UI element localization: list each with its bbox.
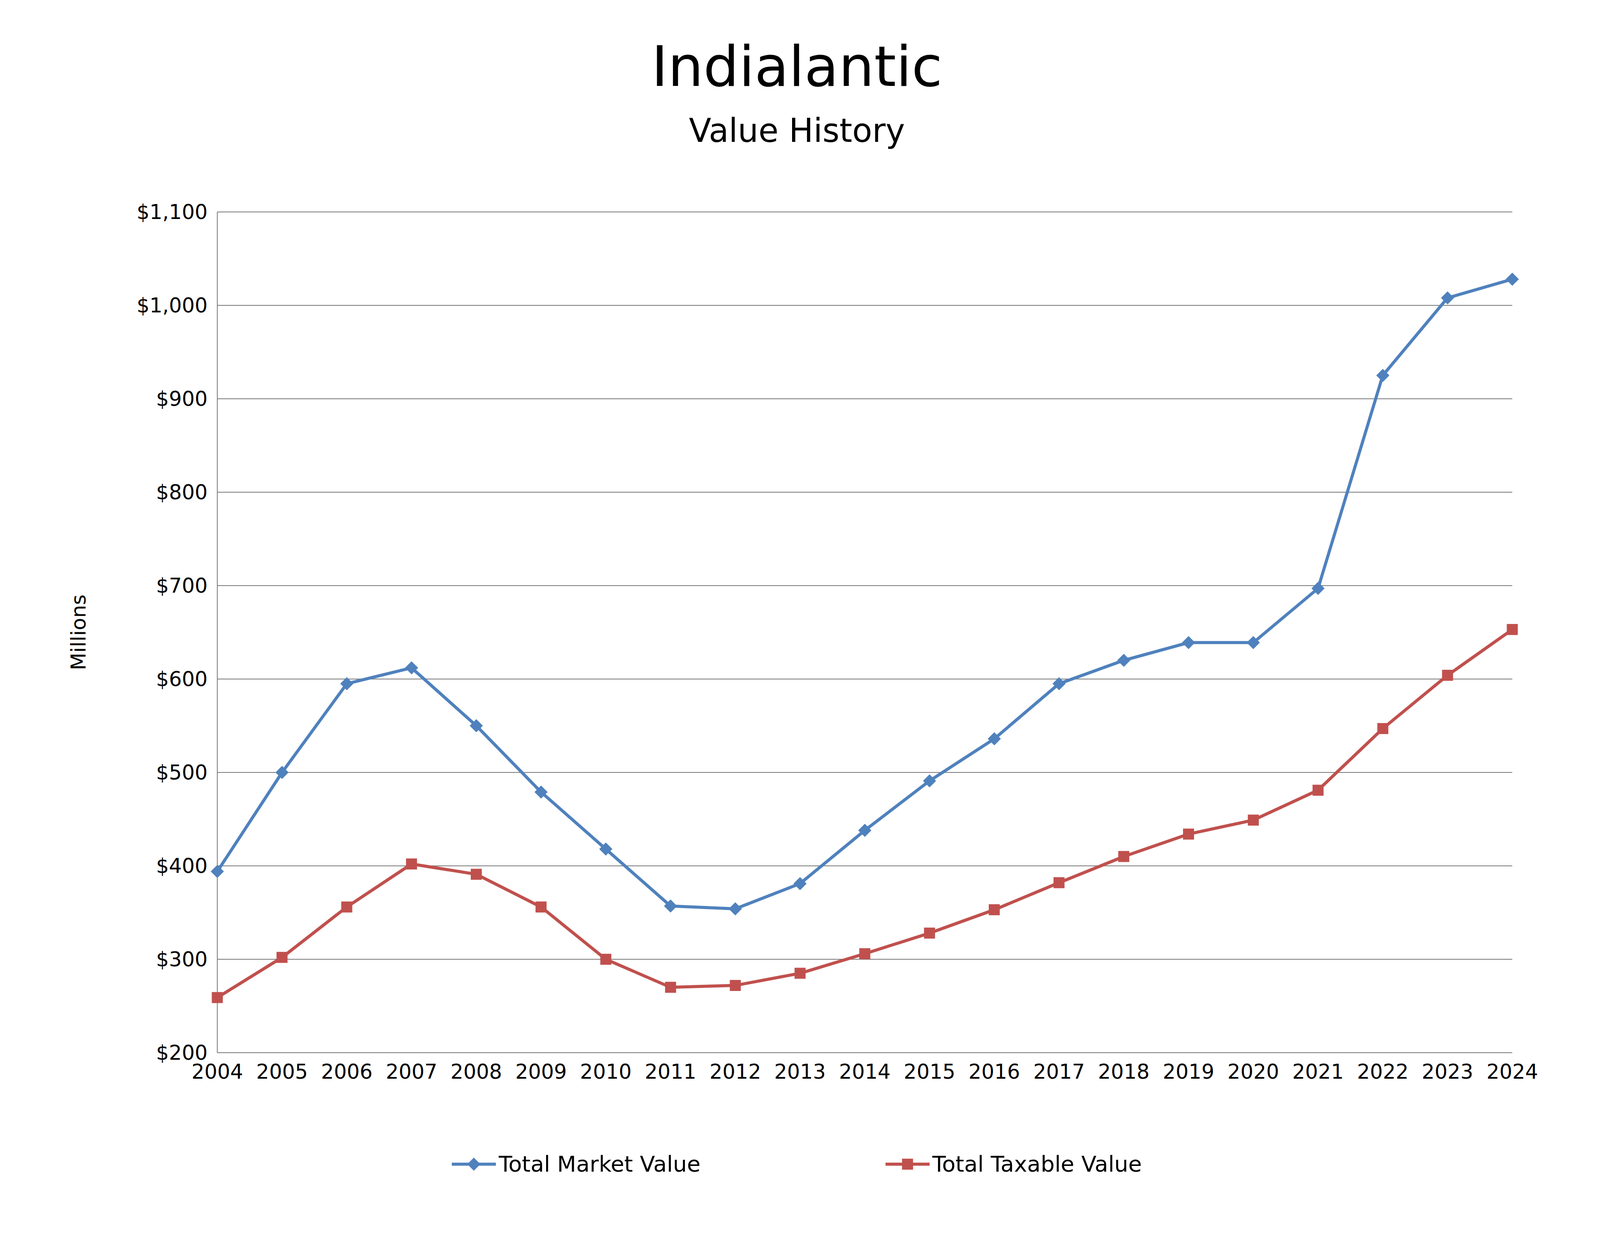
svg-text:$700: $700 [156,573,208,598]
html-text:Indialantic: Indialantic [651,33,943,100]
svg-text:$1,100: $1,100 [136,200,208,224]
svg-text:2011: 2011 [644,1060,697,1084]
html-text:Value History: Value History [688,111,905,150]
svg-text:2015: 2015 [903,1060,956,1084]
svg-text:2024: 2024 [1486,1060,1538,1084]
svg-text:2004: 2004 [191,1059,244,1084]
svg-text:2007: 2007 [385,1060,438,1084]
svg-text:2023: 2023 [1421,1060,1474,1084]
svg-text:2010: 2010 [580,1060,632,1084]
svg-text:2017: 2017 [1033,1060,1085,1084]
svg-text:2022: 2022 [1357,1060,1409,1084]
svg-text:2016: 2016 [968,1060,1020,1084]
svg-text:2008: 2008 [450,1060,503,1084]
svg-text:$300: $300 [156,947,208,972]
svg-text:$500: $500 [156,760,208,785]
html-text:Total Market Value: Total Market Value [498,1151,701,1178]
svg-text:$600: $600 [156,667,208,692]
svg-text:$1,000: $1,000 [136,293,208,318]
svg-text:2018: 2018 [1097,1060,1150,1084]
svg-text:$900: $900 [156,386,208,411]
svg-text:2013: 2013 [774,1060,827,1084]
svg-text:2012: 2012 [709,1060,762,1084]
svg-text:$200: $200 [156,1041,208,1065]
svg-text:2019: 2019 [1162,1060,1215,1084]
svg-text:$800: $800 [156,480,208,505]
svg-text:2020: 2020 [1227,1060,1280,1084]
svg-text:2005: 2005 [256,1060,308,1084]
svg-text:2014: 2014 [838,1060,891,1084]
svg-text:Millions: Millions [66,594,91,671]
svg-text:2006: 2006 [320,1060,373,1084]
svg-text:$400: $400 [156,854,208,879]
html-text:Total Taxable Value: Total Taxable Value [932,1151,1142,1178]
svg-text:2021: 2021 [1292,1060,1344,1084]
svg-text:2009: 2009 [515,1060,567,1084]
